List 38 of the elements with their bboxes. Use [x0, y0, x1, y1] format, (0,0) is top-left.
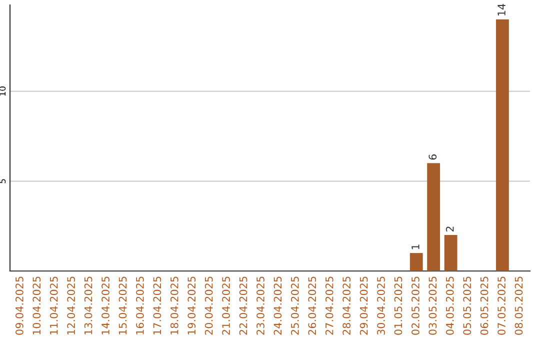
x-tick-label: 25.04.2025 — [290, 276, 299, 335]
data-label: 6 — [428, 154, 437, 160]
x-tick-label: 10.04.2025 — [32, 276, 41, 334]
x-tick-label: 03.05.2025 — [428, 276, 437, 335]
bar — [444, 235, 458, 271]
x-tick-label: 08.05.2025 — [514, 276, 523, 335]
x-tick-label: 09.04.2025 — [15, 276, 24, 335]
x-tick-label: 21.04.2025 — [222, 276, 230, 335]
x-tick-label: 29.04.2025 — [360, 276, 368, 335]
x-tick-label: 13.04.2025 — [84, 276, 92, 334]
bar — [427, 163, 440, 271]
x-tick-label: 15.04.2025 — [118, 276, 127, 334]
x-tick-label: 02.05.2025 — [412, 276, 420, 335]
x-tick-label: 26.04.2025 — [308, 276, 316, 335]
x-tick-label: 20.04.2025 — [204, 276, 213, 335]
x-tick-label: 11.04.2025 — [50, 276, 58, 334]
x-tick-label: 04.05.2025 — [446, 276, 454, 335]
data-label: 14 — [498, 4, 506, 16]
data-label: 2 — [446, 226, 454, 232]
x-tick-label: 07.05.2025 — [498, 276, 506, 335]
bar — [496, 19, 509, 271]
x-tick-label: 19.04.2025 — [188, 276, 196, 334]
x-tick-label: 01.05.2025 — [394, 276, 402, 335]
x-tick-label: 18.04.2025 — [170, 276, 178, 334]
x-tick-label: 14.04.2025 — [102, 276, 110, 334]
x-tick-label: 16.04.2025 — [136, 276, 144, 334]
data-label: 1 — [412, 244, 420, 250]
x-tick-label: 23.04.2025 — [256, 276, 264, 335]
x-tick-label: 05.05.2025 — [463, 276, 472, 335]
bar — [410, 253, 423, 271]
x-tick-label: 22.04.2025 — [239, 276, 248, 335]
x-tick-label: 17.04.2025 — [153, 276, 162, 334]
x-tick-label: 28.04.2025 — [342, 276, 351, 335]
x-tick-label: 27.04.2025 — [325, 276, 334, 335]
x-tick-label: 24.04.2025 — [274, 276, 282, 335]
x-tick-label: 06.05.2025 — [480, 276, 488, 335]
x-tick-label: 12.04.2025 — [67, 276, 76, 334]
x-tick-label: 30.04.2025 — [377, 276, 385, 335]
